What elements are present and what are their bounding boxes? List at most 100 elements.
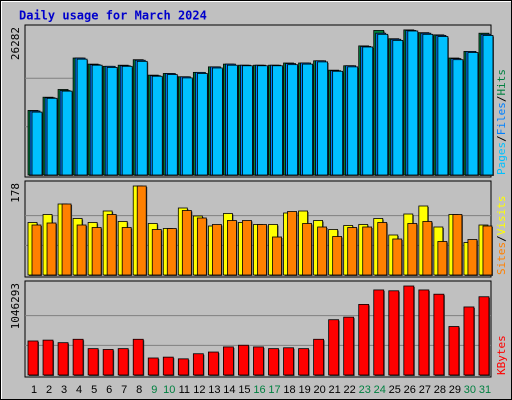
sites-bar-day-20 (317, 226, 328, 276)
label-visits: Visits (495, 196, 508, 236)
x-tick-day-9: 9 (151, 384, 157, 396)
label-slash: / (495, 135, 508, 142)
kbytes-bar-day-19 (298, 348, 309, 376)
sites-bar-day-29 (452, 214, 463, 276)
x-tick-day-28: 28 (434, 384, 446, 396)
x-tick-day-31: 31 (479, 384, 491, 396)
x-tick-day-26: 26 (404, 384, 416, 396)
panel-kbytes: 1046293 KBytes (9, 280, 508, 378)
x-tick-day-18: 18 (283, 384, 295, 396)
pages-bar-day-14 (227, 64, 238, 176)
pages-bar-day-9 (151, 75, 163, 176)
kbytes-bar-day-2 (42, 339, 54, 376)
sites-bar-day-26 (407, 223, 418, 276)
pages-bar-day-27 (422, 33, 434, 176)
x-tick-day-21: 21 (329, 384, 341, 396)
pages-bar-day-10 (166, 74, 178, 176)
x-tick-day-13: 13 (208, 384, 220, 396)
sites-bar-day-10 (166, 228, 177, 276)
pages-bar-day-8 (136, 60, 148, 176)
kbytes-bar-day-25 (388, 290, 400, 376)
x-tick-day-4: 4 (76, 384, 82, 396)
kbytes-bar-day-11 (177, 358, 189, 376)
pages-bar-day-26 (407, 30, 419, 176)
chart-panels: 26282Pages/Files/Hits178Sites/Visits1046… (9, 24, 508, 378)
kbytes-bar-day-3 (57, 342, 69, 376)
visits-series-label: Sites/Visits (495, 196, 508, 276)
x-tick-day-17: 17 (268, 384, 280, 396)
kbytes-bar-day-17 (268, 348, 279, 376)
sites-bar-day-22 (347, 227, 358, 276)
kbytes-bar-day-28 (433, 293, 445, 376)
x-tick-day-12: 12 (193, 384, 205, 396)
sites-bar-day-28 (437, 241, 448, 276)
pages-bar-day-2 (46, 97, 58, 176)
kbytes-bar-day-4 (72, 338, 84, 376)
sites-bar-day-16 (257, 224, 267, 276)
kbytes-bar-day-12 (192, 353, 204, 376)
pages-bar-day-1 (31, 111, 43, 176)
sites-bar-day-25 (392, 238, 403, 276)
x-tick-day-7: 7 (121, 384, 127, 396)
pages-bar-day-29 (452, 59, 464, 176)
x-tick-day-19: 19 (298, 384, 310, 396)
pages-bar-day-30 (467, 52, 479, 176)
sites-bar-day-7 (121, 227, 132, 276)
kbytes-bar-day-30 (463, 306, 475, 376)
x-tick-day-10: 10 (163, 384, 175, 396)
sites-bar-day-21 (332, 236, 343, 276)
kbytes-bar-day-13 (207, 351, 219, 376)
pages-bar-day-4 (76, 58, 88, 176)
x-tick-day-23: 23 (359, 384, 371, 396)
x-tick-day-22: 22 (344, 384, 356, 396)
label-sites: Sites (495, 242, 508, 275)
panel-visits: 178 Sites/Visits (9, 180, 508, 278)
hits-ymax-label: 26282 (9, 27, 22, 60)
sites-bar-day-19 (302, 223, 312, 276)
sites-bar-day-8 (136, 185, 147, 276)
pages-bar-day-28 (437, 36, 449, 176)
label-pages: Pages (495, 142, 508, 175)
sites-bar-day-3 (61, 203, 72, 276)
kbytes-bar-day-8 (132, 338, 144, 376)
x-axis-day-labels: 1 2 3 4 5 6 7 8 9 10 11 12 13 14 15 16 17 18 19 20 21 22 23 24 2… (31, 384, 491, 396)
kbytes-bar-day-24 (373, 289, 385, 376)
kbytes-bar-day-23 (358, 303, 370, 376)
kbytes-bar-day-18 (283, 347, 294, 376)
pages-bar-day-24 (377, 33, 389, 176)
kbytes-bar-day-1 (27, 340, 39, 376)
sites-bar-day-14 (227, 220, 237, 276)
label-slash: / (495, 235, 508, 242)
x-tick-day-29: 29 (449, 384, 461, 396)
kbytes-bar-day-14 (223, 346, 234, 376)
kbytes-ymax-label: 1046293 (9, 283, 22, 329)
sites-bar-day-27 (422, 221, 433, 276)
label-slash: / (495, 96, 508, 103)
pages-bar-day-22 (347, 66, 359, 176)
pages-bar-day-25 (392, 39, 404, 176)
sites-bar-day-23 (362, 226, 373, 276)
kbytes-bar-day-10 (162, 356, 174, 376)
sites-bar-day-11 (181, 210, 192, 276)
x-tick-day-25: 25 (389, 384, 401, 396)
x-tick-day-8: 8 (136, 384, 142, 396)
pages-bar-day-3 (61, 90, 73, 176)
pages-bar-day-18 (287, 64, 298, 176)
label-kbytes: KBytes (495, 335, 508, 375)
pages-bar-day-7 (121, 65, 133, 176)
sites-bar-day-6 (106, 214, 117, 276)
sites-bar-day-4 (76, 224, 87, 276)
kbytes-bar-day-21 (328, 319, 340, 376)
x-tick-day-5: 5 (91, 384, 97, 396)
pages-bar-day-19 (302, 63, 313, 176)
sites-bar-day-31 (482, 225, 493, 276)
sites-bar-day-30 (467, 239, 478, 276)
sites-bar-day-2 (46, 222, 57, 276)
label-files: Files (495, 102, 508, 135)
pages-bar-day-13 (211, 67, 223, 176)
pages-bar-day-23 (362, 46, 374, 176)
x-tick-day-14: 14 (223, 384, 235, 396)
pages-bar-day-31 (482, 35, 494, 176)
